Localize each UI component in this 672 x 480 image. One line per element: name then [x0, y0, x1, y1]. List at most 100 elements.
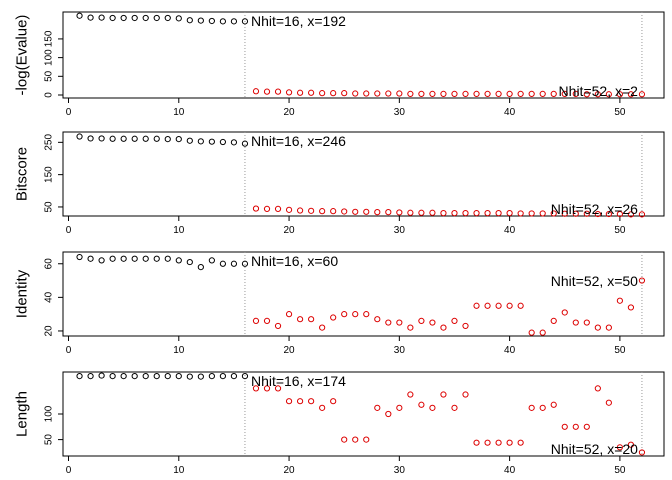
data-point: [627, 304, 635, 311]
data-point: [561, 90, 568, 97]
x-tick-label: 50: [614, 465, 626, 476]
data-point: [341, 436, 348, 443]
data-point: [308, 207, 315, 214]
data-point: [627, 211, 635, 218]
data-point: [583, 319, 590, 326]
data-point: [517, 90, 524, 97]
data-point: [462, 391, 469, 398]
data-point: [296, 316, 304, 323]
data-point: [572, 423, 579, 430]
data-point: [296, 207, 304, 214]
data-point: [627, 441, 635, 448]
data-point: [197, 17, 204, 24]
y-axis-label: Identity: [14, 269, 31, 318]
data-point: [285, 311, 293, 318]
data-point: [605, 210, 612, 218]
data-point: [341, 90, 348, 97]
data-point: [308, 398, 315, 405]
data-point: [418, 401, 425, 408]
x-tick-label: 50: [614, 345, 626, 356]
data-point: [142, 14, 149, 22]
data-point: [109, 14, 116, 22]
data-point: [76, 372, 83, 380]
data-point: [528, 210, 535, 217]
data-point: [263, 317, 271, 324]
data-point: [374, 316, 381, 323]
data-point: [396, 319, 403, 326]
data-point: [153, 255, 160, 262]
data-point: [550, 210, 557, 217]
data-point: [429, 319, 436, 326]
data-point: [638, 211, 646, 218]
x-tick-label: 30: [394, 345, 406, 356]
data-point: [153, 372, 160, 380]
data-point: [385, 410, 392, 418]
panel-1: 0 10 20 30 40 50 0 50 100 150 -log(Evalue) Nhit=16,…: [14, 11, 665, 118]
data-point: [341, 208, 348, 215]
data-point: [429, 209, 436, 216]
x-tick-label: 20: [284, 345, 296, 356]
x-tick-label: 50: [614, 107, 626, 118]
data-point: [252, 317, 260, 324]
data-point: [363, 90, 370, 97]
data-point: [484, 209, 491, 217]
data-point: [208, 17, 215, 25]
data-point: [616, 210, 623, 218]
data-point: [638, 449, 646, 456]
data-point: [319, 90, 326, 97]
data-point: [561, 309, 568, 316]
data-point: [330, 398, 337, 405]
data-point: [109, 255, 116, 262]
data-point: [363, 208, 370, 215]
data-point: [374, 90, 381, 97]
x-tick-label: 10: [173, 225, 185, 236]
x-tick-label: 0: [66, 345, 72, 356]
data-point: [330, 90, 337, 97]
x-tick-label: 30: [394, 465, 406, 476]
data-point: [263, 205, 271, 212]
data-point: [330, 314, 337, 321]
data-point: [208, 372, 215, 380]
data-point: [616, 444, 623, 451]
data-point: [164, 136, 171, 143]
data-point: [120, 372, 127, 380]
y-axis-label: Bitscore: [14, 147, 31, 201]
data-point: [363, 311, 370, 318]
y-tick-label: 150: [44, 166, 55, 183]
data-point: [87, 255, 94, 262]
data-point: [252, 205, 260, 212]
panel-4: 0 10 20 30 40 50 50 100 Length Nhit=16, x=174 Nhit…: [14, 371, 665, 476]
data-point: [142, 255, 149, 262]
data-point: [506, 439, 513, 446]
x-tick-label: 10: [173, 465, 185, 476]
data-point: [539, 329, 546, 336]
data-point: [583, 423, 590, 430]
data-point: [197, 138, 204, 145]
data-point: [594, 324, 601, 331]
x-tick-label: 20: [284, 107, 296, 118]
data-point: [473, 439, 480, 446]
data-point: [451, 90, 458, 97]
data-point: [561, 210, 568, 217]
data-point: [473, 209, 480, 217]
data-point: [407, 209, 414, 216]
y-tick-label: 60: [44, 258, 55, 270]
y-tick-label: 100: [44, 405, 55, 422]
data-point: [109, 135, 116, 142]
data-point: [352, 90, 359, 97]
data-point: [219, 372, 226, 380]
data-point: [374, 209, 381, 216]
data-point: [550, 401, 557, 408]
data-point: [76, 133, 83, 140]
data-point: [506, 302, 513, 309]
data-point: [462, 90, 469, 97]
annotation-threshold: Nhit=16, x=174: [251, 373, 346, 389]
annotation-threshold: Nhit=16, x=192: [251, 13, 346, 29]
data-point: [539, 90, 546, 97]
data-point: [263, 385, 271, 392]
x-tick-label: 0: [66, 107, 72, 118]
y-tick-label: 150: [44, 30, 55, 47]
data-point: [120, 135, 127, 142]
data-point: [583, 210, 590, 217]
